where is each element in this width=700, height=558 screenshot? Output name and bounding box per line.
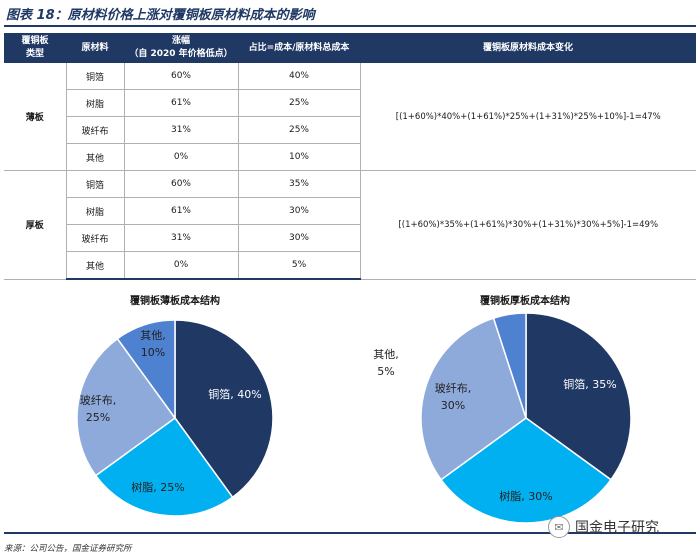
pie-slice-1-2 — [420, 317, 527, 481]
cell-material: 铜箔 — [65, 63, 124, 90]
table-row: 玻纤布 31% 30% — [4, 224, 696, 252]
group-name-thin: 薄板 — [4, 63, 66, 171]
table-row: 其他 0% 10% — [4, 143, 696, 171]
pie-label-value-1-3: 5% — [377, 365, 394, 378]
cell-share: 25% — [237, 116, 360, 144]
header-share: 占比=成本/原材料总成本 — [238, 33, 360, 63]
table-row: 薄板 铜箔 60% 40% [(1+60%)*40%+(1+61%)*25%+(… — [4, 63, 696, 171]
cell-material: 玻纤布 — [65, 224, 124, 252]
cell-increase: 31% — [123, 116, 238, 144]
table-row: 厚板 铜箔 60% 35% [(1+60%)*35%+(1+61%)*30%+(… — [4, 170, 696, 280]
table-row: 树脂 61% 30% — [4, 197, 696, 225]
pie-slice-1-0 — [525, 312, 632, 481]
pie-title-thin: 覆铜板薄板成本结构 — [130, 296, 220, 307]
formula-thick: [(1+60%)*35%+(1+61%)*30%+(1+31%)*30%+5%]… — [359, 170, 696, 280]
title-rule — [4, 25, 696, 27]
table-row: 树脂 61% 25% — [4, 89, 696, 117]
pie-title-thick: 覆铜板厚板成本结构 — [480, 296, 570, 307]
header-type: 覆铜板 类型 — [4, 33, 66, 63]
cell-share: 30% — [237, 224, 360, 252]
cell-increase: 0% — [123, 251, 238, 280]
pie-slice-0-0 — [174, 319, 274, 499]
cell-material: 铜箔 — [65, 170, 124, 198]
table-row: 其他 0% 5% — [4, 251, 696, 280]
cell-share: 5% — [237, 251, 360, 280]
pie-label-value-0-2: 25% — [86, 411, 110, 424]
pie-label-1-1: 树脂, 30% — [499, 489, 552, 503]
cell-increase: 31% — [123, 224, 238, 252]
header-increase: 涨幅 （自 2020 年价格低点） — [124, 33, 238, 63]
cell-increase: 0% — [123, 143, 238, 171]
cost-table: 覆铜板 类型 原材料 涨幅 （自 2020 年价格低点） 占比=成本/原材料总成… — [4, 33, 696, 280]
cell-share: 25% — [237, 89, 360, 117]
figure-title: 图表 18：原材料价格上涨对覆铜板原材料成本的影响 — [6, 8, 315, 23]
pie-slice-0-1 — [94, 416, 234, 517]
cell-share: 35% — [237, 170, 360, 198]
header-change: 覆铜板原材料成本变化 — [360, 33, 696, 63]
pie-label-value-0-3: 10% — [141, 346, 165, 359]
pie-label-0-3: 其他, — [140, 329, 166, 342]
cell-material: 其他 — [65, 251, 124, 280]
group-name-thick: 厚板 — [4, 170, 66, 280]
pie-label-1-3: 其他, — [373, 348, 399, 361]
pie-label-1-0: 铜箔, 35% — [563, 377, 616, 391]
pie-label-0-1: 树脂, 25% — [131, 480, 184, 494]
cell-material: 玻纤布 — [65, 116, 124, 144]
pie-label-1-2: 玻纤布, — [435, 382, 472, 395]
watermark-text: 国金电子研究 — [575, 520, 659, 536]
header-increase-line2: （自 2020 年价格低点） — [129, 49, 233, 59]
cell-material: 树脂 — [65, 197, 124, 225]
pie-label-0-0: 铜箔, 40% — [208, 387, 261, 401]
pie-label-value-1-2: 30% — [441, 399, 465, 412]
pie-slice-1-3 — [492, 312, 527, 419]
cell-increase: 60% — [123, 170, 238, 198]
pie-slice-0-2 — [76, 337, 177, 477]
cell-share: 40% — [237, 63, 360, 90]
pie-label-0-2: 玻纤布, — [80, 394, 117, 407]
watermark: ✉ 国金电子研究 — [548, 516, 659, 538]
cell-increase: 61% — [123, 89, 238, 117]
pie-slice-1-1 — [440, 417, 612, 524]
header-increase-line1: 涨幅 — [171, 36, 190, 46]
formula-thin: [(1+60%)*40%+(1+61%)*25%+(1+31%)*25%+10%… — [359, 63, 696, 171]
cell-material: 树脂 — [65, 89, 124, 117]
pie-slice-0-3 — [116, 319, 176, 421]
header-type-line2: 类型 — [25, 49, 44, 59]
cell-increase: 61% — [123, 197, 238, 225]
source-note: 来源：公司公告，国金证券研究所 — [4, 532, 696, 554]
header-type-line1: 覆铜板 — [21, 36, 49, 46]
chat-bubble-icon: ✉ — [548, 516, 570, 538]
cell-increase: 60% — [123, 63, 238, 90]
header-material: 原材料 — [66, 33, 124, 63]
table-row: 玻纤布 31% 25% — [4, 116, 696, 144]
cell-share: 30% — [237, 197, 360, 225]
table-header-row: 覆铜板 类型 原材料 涨幅 （自 2020 年价格低点） 占比=成本/原材料总成… — [4, 33, 696, 63]
